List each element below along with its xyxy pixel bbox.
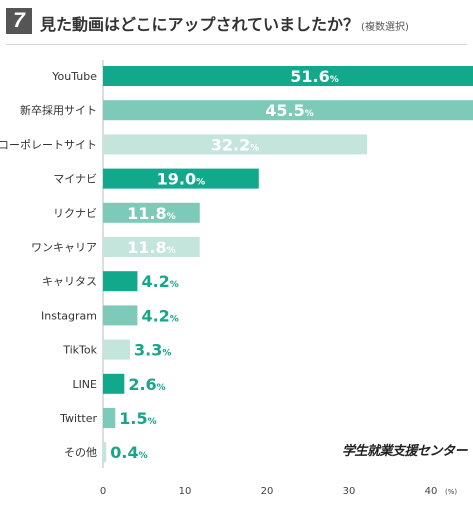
category-label: リクナビ bbox=[53, 207, 97, 220]
category-label: Twitter bbox=[59, 412, 97, 425]
category-label: その他 bbox=[64, 446, 97, 459]
bar bbox=[103, 408, 116, 428]
bar bbox=[103, 339, 131, 360]
chart-title-note: (複数選択) bbox=[361, 22, 409, 33]
value-label: 1.5% bbox=[119, 409, 156, 428]
value-label: 32.2% bbox=[211, 135, 260, 154]
category-label: キャリタス bbox=[42, 275, 97, 288]
category-label: TikTok bbox=[62, 344, 97, 357]
category-label: YouTube bbox=[51, 70, 97, 83]
bar bbox=[103, 100, 473, 121]
bar bbox=[103, 66, 473, 86]
x-tick-label: 0 bbox=[100, 486, 106, 497]
bar bbox=[103, 373, 125, 394]
category-label: Instagram bbox=[41, 309, 97, 322]
category-label: マイナビ bbox=[53, 173, 97, 186]
value-label: 11.8% bbox=[127, 238, 176, 257]
bar bbox=[103, 168, 259, 189]
bar bbox=[103, 237, 200, 257]
value-label: 19.0% bbox=[157, 170, 206, 189]
value-label: 45.5% bbox=[265, 101, 314, 120]
brand-logo: 学生就業支援センター bbox=[342, 444, 468, 459]
category-label: ワンキャリア bbox=[31, 241, 97, 254]
x-tick-label: 20 bbox=[261, 486, 274, 497]
category-label: 新卒採用サイト bbox=[20, 103, 97, 117]
value-label: 0.4% bbox=[110, 443, 147, 462]
category-label: コーポレートサイト bbox=[0, 138, 97, 151]
bar bbox=[103, 271, 138, 292]
chart-header: 7 見た動画はどこにアップされていましたか？ (複数選択) bbox=[0, 0, 473, 42]
bar bbox=[103, 134, 368, 155]
x-tick-label: 30 bbox=[343, 486, 356, 497]
value-label: 51.6% bbox=[290, 67, 339, 86]
chart-title: 見た動画はどこにアップされていましたか？ (複数選択) bbox=[40, 11, 409, 35]
bar bbox=[103, 305, 138, 326]
bar bbox=[103, 202, 200, 223]
x-axis-unit: (%) bbox=[445, 488, 457, 496]
question-number-badge: 7 bbox=[6, 8, 32, 34]
category-label: LINE bbox=[72, 378, 97, 391]
value-label: 11.8% bbox=[127, 204, 176, 223]
x-tick-label: 40 bbox=[425, 486, 438, 497]
chart-title-text: 見た動画はどこにアップされていましたか？ bbox=[40, 15, 360, 34]
header-divider bbox=[6, 44, 467, 45]
value-label: 4.2% bbox=[141, 306, 178, 325]
x-tick-label: 10 bbox=[179, 486, 192, 497]
value-label: 3.3% bbox=[134, 341, 171, 360]
value-label: 2.6% bbox=[128, 375, 165, 394]
value-label: 4.2% bbox=[141, 272, 178, 291]
bar bbox=[103, 442, 107, 463]
